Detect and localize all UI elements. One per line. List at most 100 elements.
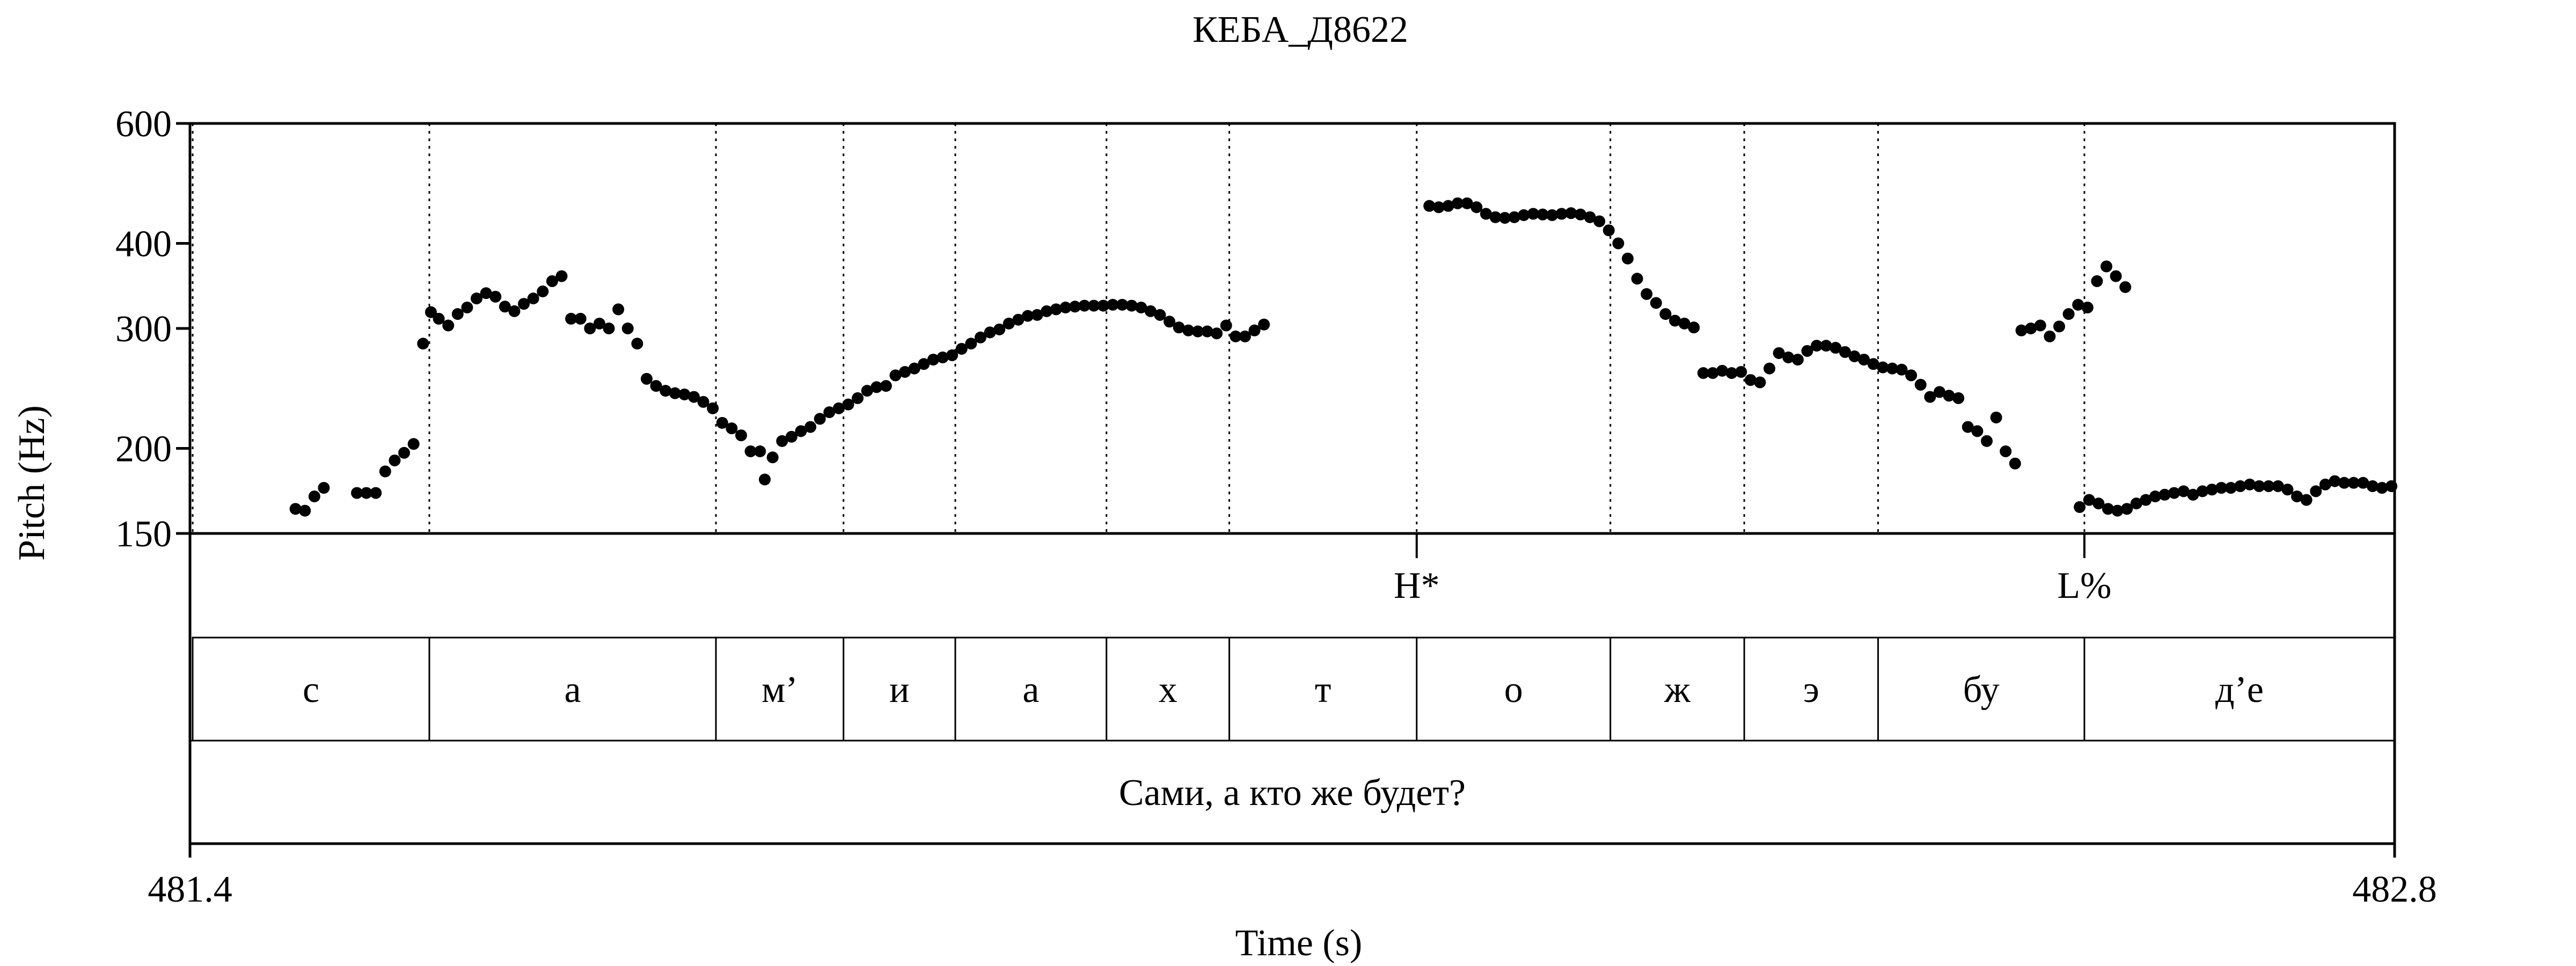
pitch-point <box>880 380 892 392</box>
pitch-point <box>612 303 624 315</box>
pitch-point <box>442 320 454 332</box>
pitch-point <box>1631 273 1643 284</box>
pitch-point <box>2301 494 2312 506</box>
pitch-point <box>1622 253 1634 265</box>
plot-frames <box>190 123 2395 844</box>
pitch-point <box>389 455 400 466</box>
sentence-label: Сами, а кто же будет? <box>1119 772 1466 814</box>
pitch-point <box>2110 270 2122 282</box>
pitch-point <box>2082 302 2094 313</box>
pitch-point <box>2074 501 2085 513</box>
pitch-point <box>1735 366 1747 378</box>
segment-label: а <box>564 669 581 711</box>
pitch-point <box>1220 320 1232 332</box>
pitch-point <box>1905 369 1917 381</box>
annotation-tiers: H* L% с а м’ и а х т о ж э бу д’е Сами, а кто же будет… <box>190 533 2395 814</box>
pitch-point <box>2101 260 2112 272</box>
segment-label: м’ <box>762 669 798 711</box>
segment-boundaries <box>193 123 2084 533</box>
pitch-point <box>1211 327 1223 339</box>
pitch-point <box>461 302 473 313</box>
pitch-point <box>1612 237 1624 249</box>
pitch-point <box>1593 215 1605 227</box>
pitch-point <box>1952 392 1964 404</box>
pitch-point <box>735 429 747 441</box>
x-tick-label: 482.8 <box>2352 869 2437 910</box>
pitch-point <box>1763 363 1775 375</box>
pitch-point <box>1641 288 1652 300</box>
y-tick-label: 300 <box>115 309 172 350</box>
pitch-point <box>309 491 320 502</box>
y-tick-label: 150 <box>115 514 172 555</box>
segment-label: бу <box>1963 669 2000 711</box>
pitch-point <box>433 313 445 325</box>
chart-title: КЕБА_Д8622 <box>1192 9 1408 50</box>
pitch-point <box>2035 320 2046 332</box>
pitch-point <box>537 286 548 297</box>
x-tick-label: 481.4 <box>148 869 232 910</box>
pitch-point <box>2000 445 2011 457</box>
pitch-point <box>852 392 863 404</box>
pitch-point <box>754 445 766 457</box>
pitch-point <box>575 313 587 325</box>
pitch-point <box>1258 319 1270 331</box>
pitch-point <box>1792 354 1804 365</box>
pitch-point <box>622 323 634 334</box>
pitch-track <box>290 197 2398 517</box>
pitch-point <box>707 402 719 414</box>
pitch-point <box>804 421 816 433</box>
segment-label: и <box>889 669 909 711</box>
pitch-point <box>2385 480 2397 492</box>
pitch-point <box>759 474 771 486</box>
segment-label: а <box>1022 669 1039 711</box>
pitch-point <box>1603 224 1615 236</box>
pitch-point <box>408 438 420 450</box>
pitch-point <box>2281 484 2293 495</box>
segment-label: х <box>1159 669 1177 711</box>
pitch-point <box>1990 412 2002 423</box>
pitch-point <box>299 505 311 517</box>
pitch-point <box>1981 435 1993 447</box>
y-tick-label: 400 <box>115 223 172 265</box>
pitch-point <box>1915 379 1927 391</box>
pitch-point <box>726 422 737 434</box>
pitch-point <box>2053 320 2065 332</box>
y-axis-label: Pitch (Hz) <box>11 405 53 561</box>
pitch-point <box>398 447 410 459</box>
pitch-point <box>2119 281 2131 293</box>
pitch-point <box>1650 297 1662 309</box>
pitch-point <box>2310 485 2322 497</box>
pitch-point <box>489 291 501 303</box>
pitch-point <box>555 270 567 282</box>
segment-label: э <box>1803 669 1819 711</box>
pitch-point <box>528 292 539 304</box>
x-axis-label: Time (s) <box>1235 923 1363 964</box>
pitch-point <box>2044 331 2055 342</box>
segment-label: т <box>1315 669 1331 711</box>
pitch-point <box>370 487 382 499</box>
pitch-point <box>641 373 653 385</box>
pitch-point <box>2063 308 2075 320</box>
pitch-point <box>1754 376 1766 388</box>
pitch-point <box>1688 321 1700 333</box>
pitch-point <box>379 465 391 477</box>
pitch-point <box>2009 458 2021 470</box>
segment-label: с <box>303 669 319 711</box>
tone-label: L% <box>2057 565 2111 606</box>
segment-label: д’е <box>2215 669 2264 711</box>
pitch-point <box>417 338 429 349</box>
segment-tier-box <box>193 638 2395 741</box>
tone-label: H* <box>1394 565 1440 606</box>
pitch-point <box>318 482 330 494</box>
segment-label: о <box>1504 669 1523 711</box>
pitch-point <box>767 451 779 463</box>
pitch-point <box>1971 425 1983 437</box>
y-tick-label: 200 <box>115 428 172 470</box>
segment-label: ж <box>1664 669 1690 711</box>
pitch-point <box>508 305 520 317</box>
y-tick-label: 600 <box>115 104 172 145</box>
pitch-point <box>603 323 615 334</box>
pitch-point <box>631 338 643 349</box>
pitch-point <box>2091 275 2103 287</box>
